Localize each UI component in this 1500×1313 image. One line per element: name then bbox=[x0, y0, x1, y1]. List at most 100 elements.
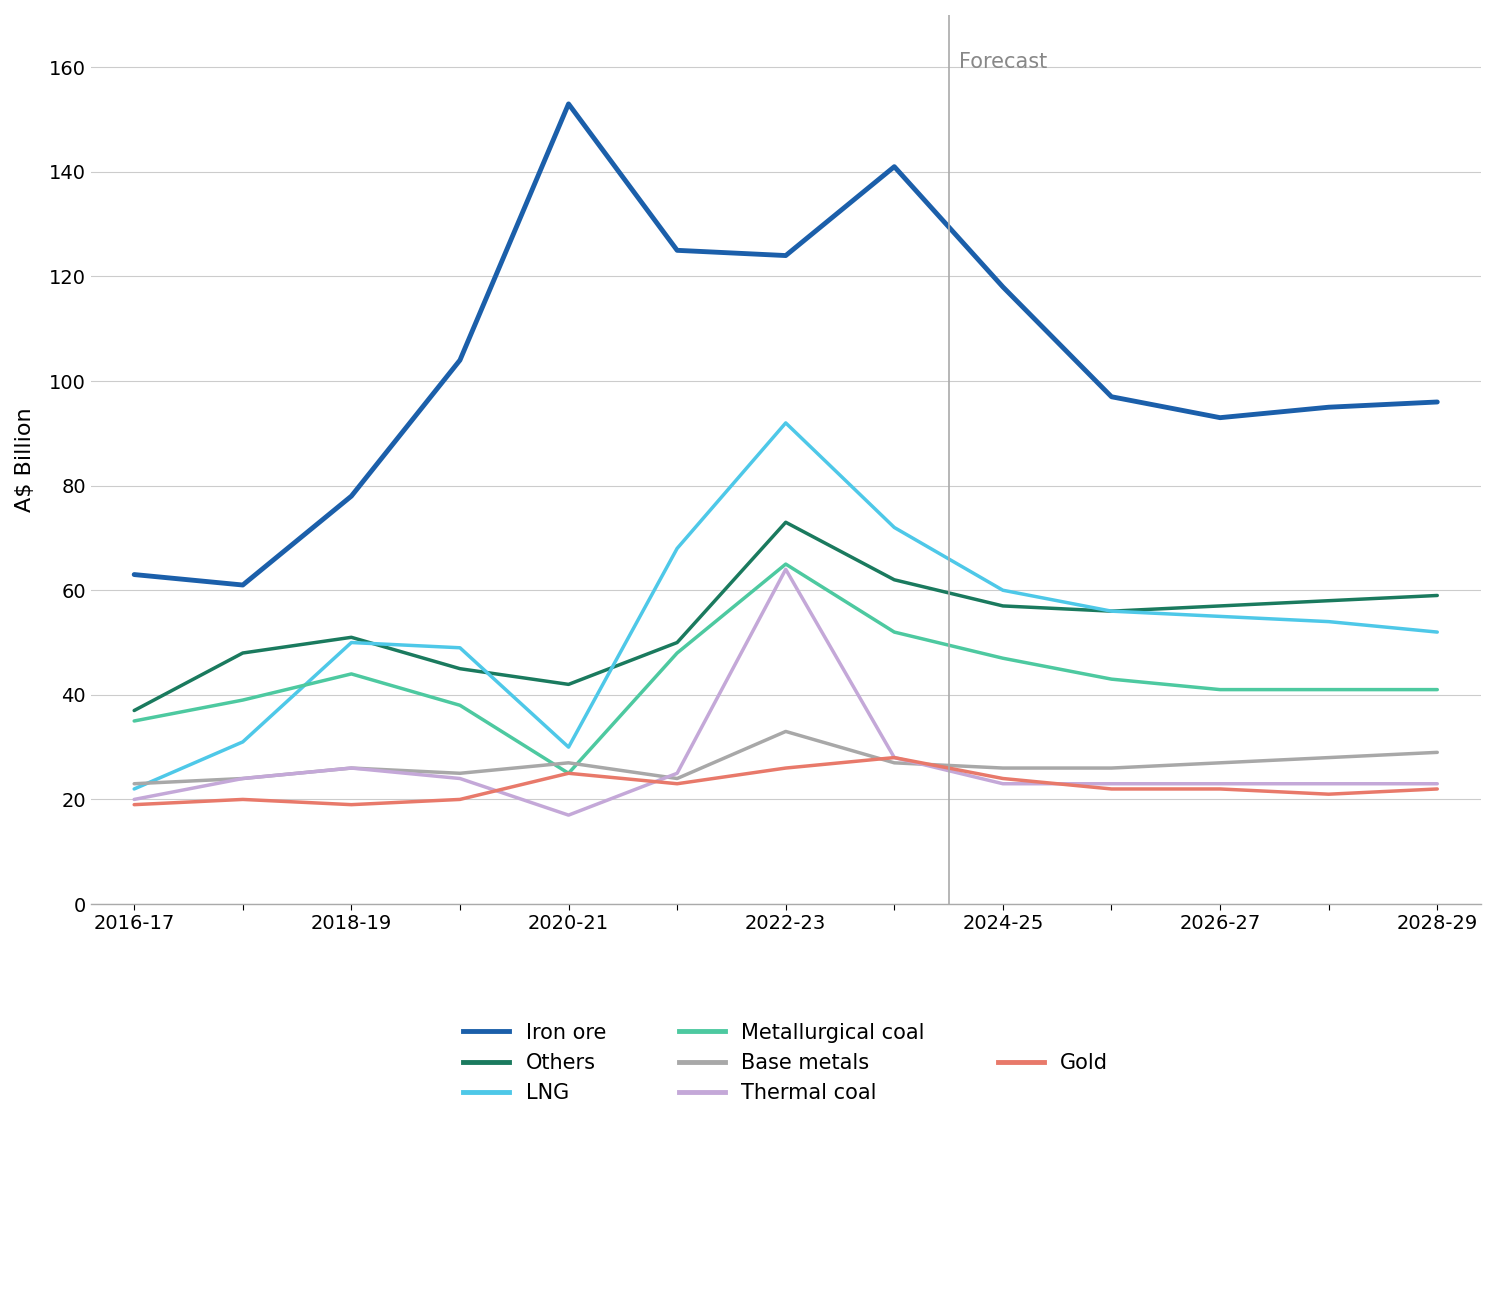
Gold bbox=[234, 792, 252, 807]
Iron ore bbox=[994, 280, 1012, 295]
Y-axis label: A$ Billion: A$ Billion bbox=[15, 407, 34, 512]
LNG bbox=[1102, 603, 1120, 618]
Thermal coal bbox=[994, 776, 1012, 792]
Gold bbox=[560, 765, 578, 781]
Metallurgical coal bbox=[452, 697, 470, 713]
Metallurgical coal bbox=[1320, 681, 1338, 697]
Gold bbox=[124, 797, 142, 813]
Iron ore bbox=[668, 243, 686, 259]
Others bbox=[777, 515, 795, 530]
Thermal coal bbox=[668, 765, 686, 781]
Gold bbox=[885, 750, 903, 765]
Metallurgical coal bbox=[342, 666, 360, 681]
Gold bbox=[777, 760, 795, 776]
Iron ore bbox=[342, 488, 360, 504]
Others bbox=[994, 597, 1012, 613]
Metallurgical coal bbox=[124, 713, 142, 729]
Metallurgical coal bbox=[1428, 681, 1446, 697]
Gold bbox=[1210, 781, 1228, 797]
Metallurgical coal bbox=[1102, 671, 1120, 687]
Base metals bbox=[668, 771, 686, 786]
Metallurgical coal bbox=[994, 650, 1012, 666]
Base metals bbox=[234, 771, 252, 786]
Iron ore bbox=[124, 567, 142, 583]
LNG bbox=[452, 639, 470, 655]
Iron ore bbox=[560, 96, 578, 112]
Others bbox=[124, 702, 142, 718]
Iron ore bbox=[234, 578, 252, 593]
Others bbox=[885, 572, 903, 588]
Thermal coal bbox=[1428, 776, 1446, 792]
Thermal coal bbox=[234, 771, 252, 786]
LNG bbox=[1210, 608, 1228, 624]
Base metals bbox=[1210, 755, 1228, 771]
Base metals bbox=[885, 755, 903, 771]
Iron ore bbox=[452, 352, 470, 368]
Metallurgical coal bbox=[777, 557, 795, 572]
Iron ore bbox=[1102, 389, 1120, 404]
Line: Thermal coal: Thermal coal bbox=[134, 570, 1437, 815]
Iron ore bbox=[777, 248, 795, 264]
Thermal coal bbox=[124, 792, 142, 807]
Base metals bbox=[1428, 744, 1446, 760]
Gold bbox=[1102, 781, 1120, 797]
LNG bbox=[124, 781, 142, 797]
LNG bbox=[234, 734, 252, 750]
Thermal coal bbox=[342, 760, 360, 776]
Metallurgical coal bbox=[560, 765, 578, 781]
LNG bbox=[777, 415, 795, 431]
LNG bbox=[342, 634, 360, 650]
Gold bbox=[1320, 786, 1338, 802]
LNG bbox=[885, 520, 903, 536]
Others bbox=[668, 634, 686, 650]
LNG bbox=[1320, 613, 1338, 629]
Base metals bbox=[1320, 750, 1338, 765]
LNG bbox=[1428, 624, 1446, 639]
Line: LNG: LNG bbox=[134, 423, 1437, 789]
Base metals bbox=[560, 755, 578, 771]
Iron ore bbox=[1428, 394, 1446, 410]
LNG bbox=[560, 739, 578, 755]
Metallurgical coal bbox=[885, 624, 903, 639]
Thermal coal bbox=[452, 771, 470, 786]
Gold bbox=[994, 771, 1012, 786]
Others bbox=[342, 629, 360, 645]
Metallurgical coal bbox=[234, 692, 252, 708]
Thermal coal bbox=[1102, 776, 1120, 792]
Thermal coal bbox=[777, 562, 795, 578]
Gold bbox=[342, 797, 360, 813]
Thermal coal bbox=[1320, 776, 1338, 792]
Text: Forecast: Forecast bbox=[960, 51, 1047, 72]
Base metals bbox=[777, 723, 795, 739]
Base metals bbox=[452, 765, 470, 781]
Gold bbox=[668, 776, 686, 792]
Line: Base metals: Base metals bbox=[134, 731, 1437, 784]
Others bbox=[452, 660, 470, 676]
Line: Metallurgical coal: Metallurgical coal bbox=[134, 565, 1437, 773]
Metallurgical coal bbox=[1210, 681, 1228, 697]
Thermal coal bbox=[1210, 776, 1228, 792]
Iron ore bbox=[1320, 399, 1338, 415]
Base metals bbox=[1102, 760, 1120, 776]
Line: Gold: Gold bbox=[134, 758, 1437, 805]
Others bbox=[560, 676, 578, 692]
Others bbox=[234, 645, 252, 660]
Iron ore bbox=[885, 159, 903, 175]
Metallurgical coal bbox=[668, 645, 686, 660]
Thermal coal bbox=[885, 750, 903, 765]
Others bbox=[1428, 588, 1446, 604]
LNG bbox=[668, 541, 686, 557]
Thermal coal bbox=[560, 807, 578, 823]
Iron ore bbox=[1210, 410, 1228, 425]
Gold bbox=[452, 792, 470, 807]
Gold bbox=[1428, 781, 1446, 797]
Others bbox=[1320, 593, 1338, 609]
Legend: Iron ore, Others, LNG, Metallurgical coal, Base metals, Thermal coal, , Gold, : Iron ore, Others, LNG, Metallurgical coa… bbox=[453, 1012, 1119, 1113]
Base metals bbox=[124, 776, 142, 792]
Others bbox=[1102, 603, 1120, 618]
Others bbox=[1210, 597, 1228, 613]
Base metals bbox=[994, 760, 1012, 776]
Base metals bbox=[342, 760, 360, 776]
Line: Iron ore: Iron ore bbox=[134, 104, 1437, 586]
LNG bbox=[994, 583, 1012, 599]
